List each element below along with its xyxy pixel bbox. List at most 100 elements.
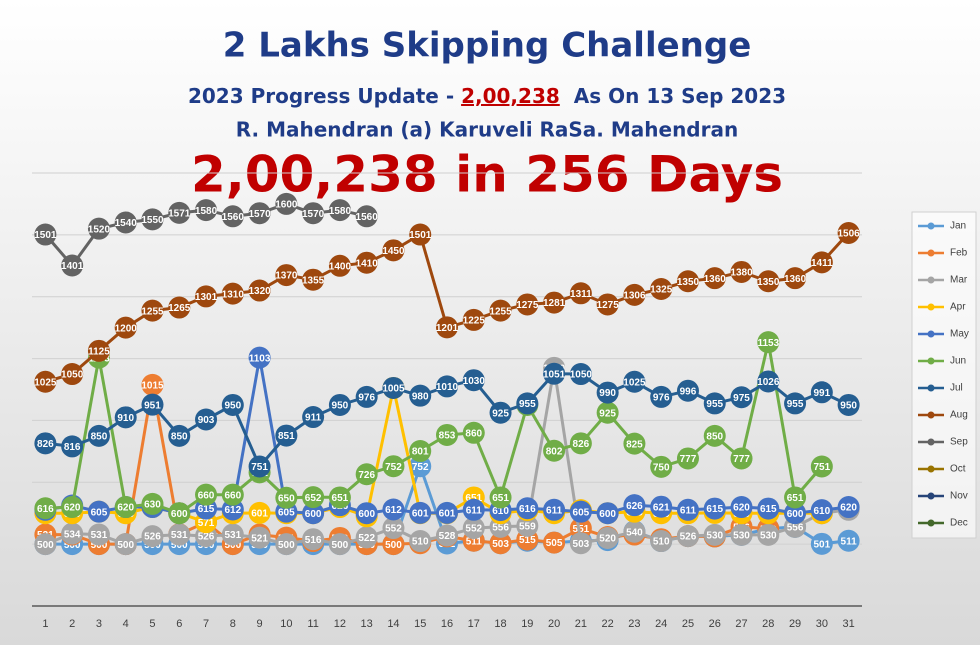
data-label: 1570 bbox=[248, 209, 271, 220]
data-label: 526 bbox=[198, 532, 215, 543]
data-point bbox=[596, 293, 619, 316]
x-tick-label: 28 bbox=[762, 618, 774, 630]
x-tick-label: 3 bbox=[96, 618, 102, 630]
data-label: 777 bbox=[680, 454, 697, 465]
x-tick-label: 22 bbox=[602, 618, 614, 630]
data-label: 1360 bbox=[704, 274, 727, 285]
data-point bbox=[114, 496, 137, 519]
data-label: 1570 bbox=[302, 209, 325, 220]
data-label: 534 bbox=[64, 529, 81, 540]
data-point bbox=[784, 502, 807, 525]
data-label: 950 bbox=[840, 401, 857, 412]
data-point bbox=[275, 424, 298, 447]
plot: 1 2 3 4 5 6 7 8 9 10 11 12 13 14 15 16 17 18 19 20 21 22 23 24 2… bbox=[32, 172, 862, 630]
data-point bbox=[382, 533, 405, 556]
data-point bbox=[168, 523, 191, 546]
data-label: 911 bbox=[305, 413, 322, 424]
data-label: 551 bbox=[573, 524, 590, 535]
data-point bbox=[730, 447, 753, 470]
data-point bbox=[757, 523, 780, 546]
data-point bbox=[328, 254, 351, 277]
data-label: 510 bbox=[653, 537, 670, 548]
x-tick-label: 23 bbox=[628, 618, 640, 630]
data-label: 1030 bbox=[463, 376, 486, 387]
data-point bbox=[409, 384, 432, 407]
data-point bbox=[489, 532, 512, 555]
data-label: 826 bbox=[573, 439, 590, 450]
data-label: 660 bbox=[198, 490, 215, 501]
data-point bbox=[195, 408, 218, 431]
data-label: 1350 bbox=[757, 277, 780, 288]
legend-marker bbox=[927, 411, 935, 419]
data-point bbox=[87, 339, 110, 362]
data-point bbox=[676, 498, 699, 521]
data-point bbox=[34, 497, 57, 520]
data-point bbox=[650, 495, 673, 518]
data-point bbox=[516, 392, 539, 415]
data-label: 610 bbox=[813, 506, 830, 517]
data-label: 521 bbox=[251, 533, 268, 544]
data-point bbox=[382, 239, 405, 262]
data-point bbox=[221, 483, 244, 506]
data-label: 501 bbox=[813, 539, 830, 550]
data-point bbox=[810, 381, 833, 404]
data-point bbox=[596, 502, 619, 525]
data-point bbox=[275, 533, 298, 556]
chart-title: 2 Lakhs Skipping Challenge bbox=[223, 26, 752, 66]
data-label: 1103 bbox=[249, 353, 271, 364]
legend-marker bbox=[927, 222, 935, 230]
data-point bbox=[114, 316, 137, 339]
data-label: 850 bbox=[171, 432, 188, 443]
data-label: 1355 bbox=[302, 275, 325, 286]
data-point bbox=[623, 520, 646, 543]
x-tick-label: 26 bbox=[709, 618, 721, 630]
data-label: 1310 bbox=[222, 289, 245, 300]
x-tick-label: 19 bbox=[521, 618, 533, 630]
data-point bbox=[623, 494, 646, 517]
data-label: 1005 bbox=[382, 384, 405, 395]
data-point bbox=[703, 392, 726, 415]
data-label: 1560 bbox=[356, 212, 379, 223]
data-label: 1275 bbox=[516, 300, 539, 311]
data-label: 1301 bbox=[195, 292, 218, 303]
data-label: 1540 bbox=[115, 218, 138, 229]
x-tick-label: 1 bbox=[42, 618, 48, 630]
x-tick-label: 21 bbox=[575, 618, 587, 630]
x-tick-label: 25 bbox=[682, 618, 694, 630]
data-label: 515 bbox=[519, 535, 536, 546]
data-label: 777 bbox=[733, 454, 750, 465]
data-label: 651 bbox=[787, 493, 804, 504]
data-point bbox=[355, 251, 378, 274]
data-label: 615 bbox=[198, 504, 215, 515]
data-label: 1410 bbox=[356, 258, 379, 269]
data-label: 1153 bbox=[757, 338, 779, 349]
data-label: 1050 bbox=[570, 370, 593, 381]
data-label: 1550 bbox=[141, 215, 164, 226]
data-label: 540 bbox=[626, 527, 643, 538]
x-tick-label: 12 bbox=[334, 618, 346, 630]
data-label: 910 bbox=[117, 413, 134, 424]
data-label: 1225 bbox=[463, 316, 486, 327]
data-point bbox=[87, 500, 110, 523]
data-label: 503 bbox=[492, 539, 509, 550]
data-label: 615 bbox=[760, 504, 777, 515]
data-label: 531 bbox=[91, 530, 108, 541]
data-point bbox=[489, 486, 512, 509]
data-label: 1370 bbox=[275, 271, 298, 282]
data-label: 1025 bbox=[623, 377, 646, 388]
data-label: 651 bbox=[465, 493, 482, 504]
data-point bbox=[596, 381, 619, 404]
data-point bbox=[810, 499, 833, 522]
data-point bbox=[543, 291, 566, 314]
data-point bbox=[34, 223, 57, 246]
legend-label: Feb bbox=[950, 248, 968, 259]
data-point bbox=[248, 526, 271, 549]
data-point bbox=[489, 299, 512, 322]
data-label: 511 bbox=[841, 536, 858, 547]
data-point bbox=[543, 362, 566, 385]
data-point bbox=[382, 455, 405, 478]
data-label: 1265 bbox=[168, 303, 191, 314]
data-label: 1571 bbox=[168, 209, 191, 220]
data-label: 1360 bbox=[784, 274, 807, 285]
